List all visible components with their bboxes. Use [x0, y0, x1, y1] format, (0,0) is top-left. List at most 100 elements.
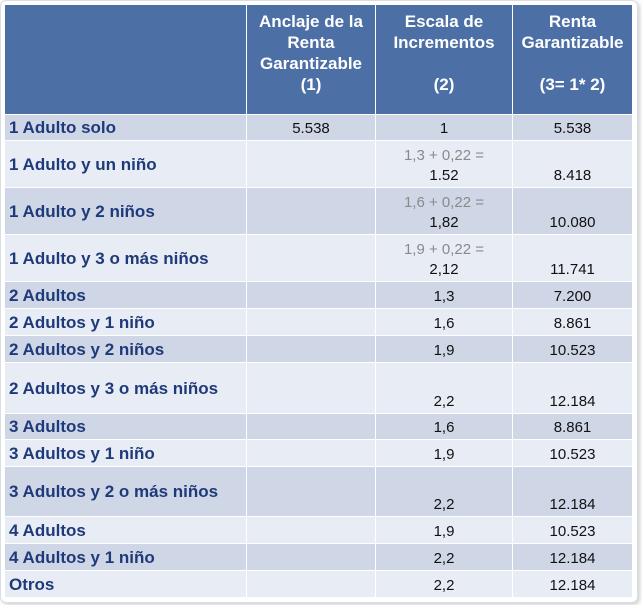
- table-body: 1 Adulto solo 5.538 1 5.538 1 Adulto y un ni…: [4, 114, 633, 598]
- escala-value: 1,9: [433, 446, 455, 463]
- escala-cell: 1: [375, 114, 513, 141]
- anclaje-value: [246, 281, 376, 309]
- household-category: 2 Adultos: [4, 281, 247, 309]
- escala-cell: 1,6 + 0,22 = 1,82: [375, 187, 513, 235]
- escala-value: 1,9: [433, 523, 455, 540]
- household-category: 2 Adultos y 1 niño: [4, 308, 247, 336]
- anclaje-value: 5.538: [246, 114, 376, 141]
- household-category: 1 Adulto y un niño: [4, 140, 247, 188]
- anclaje-value: [246, 335, 376, 363]
- escala-value: 1: [439, 120, 449, 137]
- renta-value: 10.523: [512, 335, 633, 363]
- escala-formula: 1,6 + 0,22 =: [403, 194, 485, 211]
- escala-value: 2,2: [433, 496, 455, 513]
- table-row: 1 Adulto y 2 niños 1,6 + 0,22 = 1,82 10.080: [4, 187, 633, 235]
- escala-cell: 2,2: [375, 362, 513, 414]
- renta-garantizable-table: Anclaje de la Renta Garantizable (1) Esc…: [4, 4, 633, 598]
- household-category: 3 Adultos: [4, 413, 247, 440]
- household-category: 1 Adulto y 3 o más niños: [4, 234, 247, 282]
- renta-value: 12.184: [512, 362, 633, 414]
- header-escala: Escala de Incrementos (2): [375, 4, 513, 115]
- table-row: 3 Adultos y 2 o más niños 2,2 12.184: [4, 466, 633, 517]
- header-escala-number: (2): [433, 75, 455, 94]
- renta-value: 11.741: [512, 234, 633, 282]
- table-row: 4 Adultos y 1 niño 2,2 12.184: [4, 543, 633, 571]
- header-anclaje-number: (1): [300, 75, 322, 94]
- anclaje-value: [246, 308, 376, 336]
- escala-value: 1,3: [433, 288, 455, 305]
- header-renta-number: (3= 1* 2): [539, 75, 606, 94]
- header-row: Anclaje de la Renta Garantizable (1) Esc…: [4, 4, 633, 115]
- table-row: 4 Adultos 1,9 10.523: [4, 516, 633, 544]
- household-category: Otros: [4, 570, 247, 598]
- escala-value: 1,6: [433, 419, 455, 436]
- renta-value: 10.080: [512, 187, 633, 235]
- table-row: 1 Adulto solo 5.538 1 5.538: [4, 114, 633, 141]
- table-row: 3 Adultos 1,6 8.861: [4, 413, 633, 440]
- renta-value: 12.184: [512, 466, 633, 517]
- anclaje-value: [246, 466, 376, 517]
- table-row: 2 Adultos y 1 niño 1,6 8.861: [4, 308, 633, 336]
- escala-cell: 2,2: [375, 543, 513, 571]
- header-escala-label: Escala de Incrementos: [393, 12, 495, 52]
- household-category: 1 Adulto solo: [4, 114, 247, 141]
- header-renta: Renta Garantizable (3= 1* 2): [512, 4, 633, 115]
- header-category: [4, 4, 247, 115]
- escala-cell: 1,9: [375, 335, 513, 363]
- renta-value: 8.418: [512, 140, 633, 188]
- anclaje-value: [246, 543, 376, 571]
- escala-value: 1.52: [429, 167, 459, 184]
- header-anclaje: Anclaje de la Renta Garantizable (1): [246, 4, 376, 115]
- escala-cell: 1,3: [375, 281, 513, 309]
- escala-value: 1,82: [429, 214, 459, 231]
- table-row: Otros 2,2 12.184: [4, 570, 633, 598]
- renta-value: 8.861: [512, 413, 633, 440]
- household-category: 3 Adultos y 1 niño: [4, 439, 247, 467]
- escala-cell: 2,2: [375, 570, 513, 598]
- anclaje-value: [246, 439, 376, 467]
- escala-cell: 1,6: [375, 413, 513, 440]
- household-category: 2 Adultos y 3 o más niños: [4, 362, 247, 414]
- escala-value: 1,9: [433, 342, 455, 359]
- escala-value: 2,2: [433, 550, 455, 567]
- escala-cell: 1,9: [375, 439, 513, 467]
- escala-cell: 1,9 + 0,22 = 2,12: [375, 234, 513, 282]
- escala-value: 1,6: [433, 315, 455, 332]
- escala-cell: 1,9: [375, 516, 513, 544]
- table-row: 2 Adultos y 2 niños 1,9 10.523: [4, 335, 633, 363]
- anclaje-value: [246, 140, 376, 188]
- renta-value: 10.523: [512, 439, 633, 467]
- renta-value: 12.184: [512, 543, 633, 571]
- table-row: 3 Adultos y 1 niño 1,9 10.523: [4, 439, 633, 467]
- escala-value: 2,2: [433, 393, 455, 410]
- table-row: 1 Adulto y un niño 1,3 + 0,22 = 1.52 8.418: [4, 140, 633, 188]
- escala-value: 2,12: [429, 261, 459, 278]
- header-renta-label: Renta Garantizable: [521, 12, 624, 52]
- escala-cell: 2,2: [375, 466, 513, 517]
- header-anclaje-label: Anclaje de la Renta Garantizable: [259, 12, 363, 73]
- household-category: 2 Adultos y 2 niños: [4, 335, 247, 363]
- renta-value: 10.523: [512, 516, 633, 544]
- household-category: 4 Adultos: [4, 516, 247, 544]
- renta-value: 8.861: [512, 308, 633, 336]
- escala-formula: 1,9 + 0,22 =: [403, 241, 485, 258]
- renta-value: 12.184: [512, 570, 633, 598]
- table-row: 1 Adulto y 3 o más niños 1,9 + 0,22 = 2,12…: [4, 234, 633, 282]
- escala-value: 2,2: [433, 577, 455, 594]
- table-row: 2 Adultos 1,3 7.200: [4, 281, 633, 309]
- anclaje-value: [246, 516, 376, 544]
- anclaje-value: [246, 362, 376, 414]
- anclaje-value: [246, 413, 376, 440]
- anclaje-value: [246, 187, 376, 235]
- renta-value: 7.200: [512, 281, 633, 309]
- anclaje-value: [246, 234, 376, 282]
- escala-cell: 1,6: [375, 308, 513, 336]
- table-row: 2 Adultos y 3 o más niños 2,2 12.184: [4, 362, 633, 414]
- escala-formula: 1,3 + 0,22 =: [403, 147, 485, 164]
- household-category: 3 Adultos y 2 o más niños: [4, 466, 247, 517]
- household-category: 4 Adultos y 1 niño: [4, 543, 247, 571]
- escala-cell: 1,3 + 0,22 = 1.52: [375, 140, 513, 188]
- household-category: 1 Adulto y 2 niños: [4, 187, 247, 235]
- anclaje-value: [246, 570, 376, 598]
